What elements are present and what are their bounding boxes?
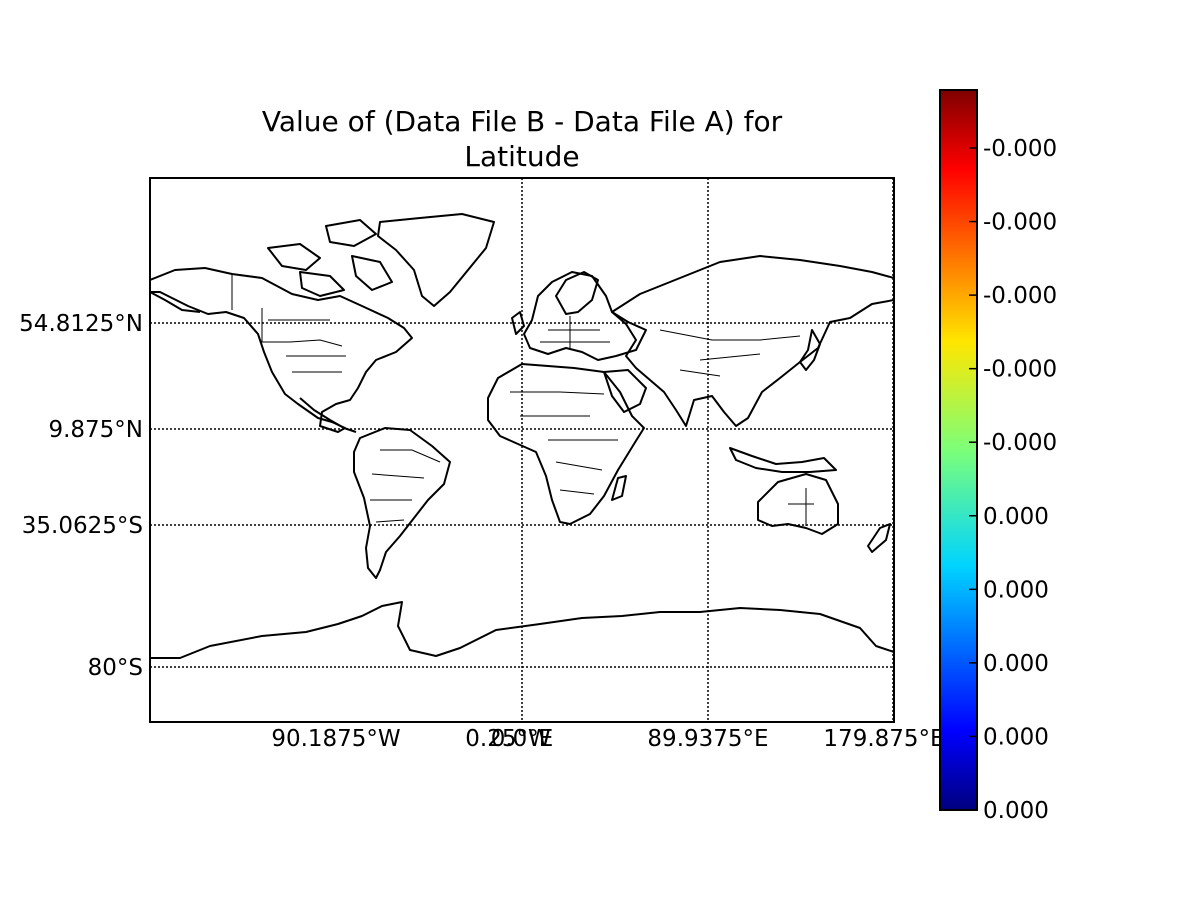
colorbar-tick-label: 0.000 [983,798,1049,824]
lon-tick-label: 179.875°E [823,726,944,752]
landmass-japan [799,329,821,371]
landmass-greenland [377,213,495,307]
landmass-africa [487,363,645,525]
landmass-new-zealand [867,523,891,553]
colorbar-tick-label: -0.000 [983,136,1057,162]
lon-tick-label: 0.0°E [491,726,554,752]
colorbar-tick-label: 0.000 [983,577,1049,603]
map-title: Value of (Data File B - Data File A) for… [150,104,894,174]
landmass-australia [757,473,839,535]
colorbar-ticks: 0.000 0.000 0.000 0.000 0.000 -0.000 -0.000 -0.… [969,136,1057,824]
landmass-arctic-islands [267,219,393,297]
lat-tick-label: 35.0625°S [22,513,143,539]
landmass-madagascar [611,475,627,501]
colorbar [939,89,978,811]
coastlines [150,213,894,659]
colorbar-tick-label: -0.000 [983,357,1057,383]
landmass-uk [511,311,525,335]
lon-tick-label: 90.1875°W [271,726,400,752]
political-borders [231,274,814,526]
map-title-line-2: Latitude [464,140,580,173]
lat-tick-label: 54.8125°N [19,311,143,337]
colorbar-tick-label: 0.000 [983,724,1049,750]
lat-tick-label: 9.875°N [48,417,143,443]
colorbar-tick-label: -0.000 [983,283,1057,309]
graticule [150,178,894,722]
landmass-indonesia [729,447,837,473]
landmass-south-america [353,427,451,579]
map-title-line-1: Value of (Data File B - Data File A) for [261,105,783,138]
landmass-north-america [150,267,413,433]
lon-tick-label: 0.25°W [465,726,550,752]
landmass-asia [611,255,894,427]
colorbar-tick-label: -0.000 [983,430,1057,456]
lat-tick-label: 80°S [88,655,143,681]
lon-tick-label: 89.9375°E [647,726,768,752]
landmass-scandinavia [555,271,599,315]
colorbar-tick-label: 0.000 [983,504,1049,530]
landmass-alaska [150,291,201,313]
colorbar-tick-label: -0.000 [983,210,1057,236]
landmass-arabia [603,369,647,413]
landmass-antarctica [150,601,894,659]
landmass-europe [523,271,647,361]
colorbar-tick-label: 0.000 [983,651,1049,677]
